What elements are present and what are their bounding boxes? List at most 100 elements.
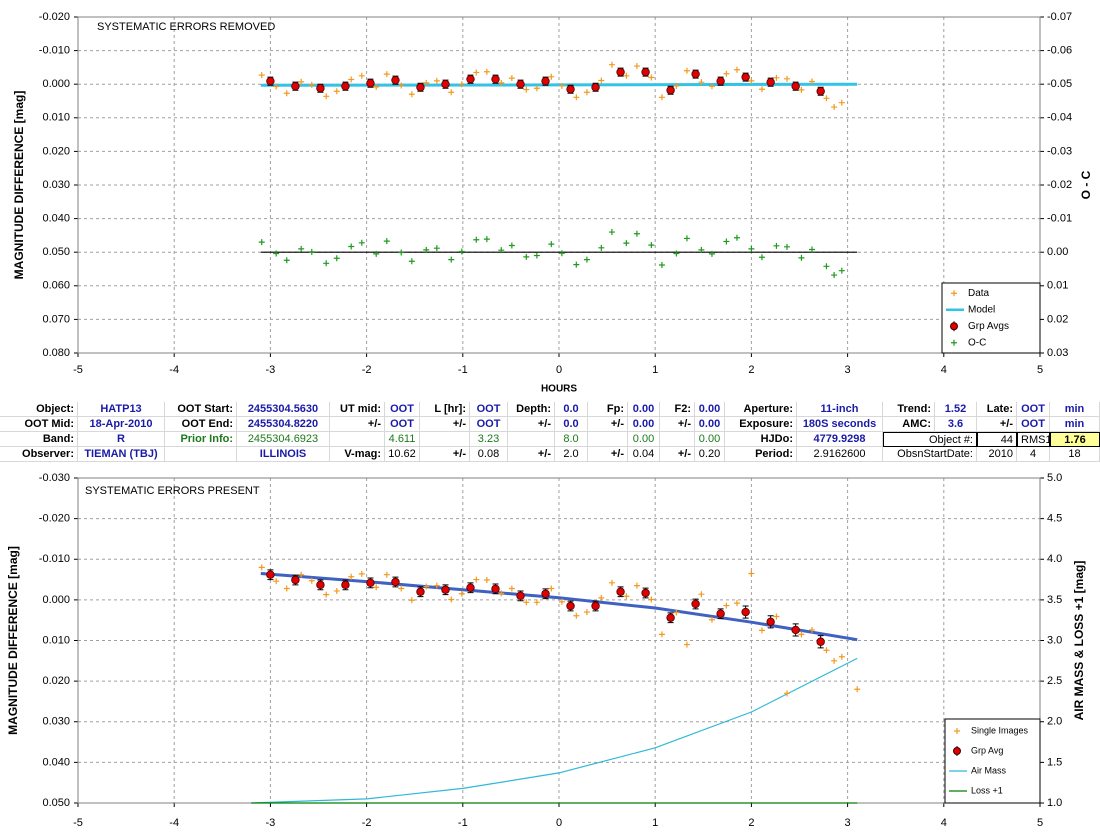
x-tick-label: 3 (845, 364, 851, 376)
y-tick-label: 0.070 (42, 313, 70, 325)
table-cell: OOT (1017, 417, 1050, 432)
data-point (608, 579, 615, 586)
group-average (716, 609, 725, 618)
group-average (366, 78, 375, 88)
data-point (748, 570, 755, 577)
legend-symbol (953, 747, 961, 755)
table-cell: +/- (977, 417, 1017, 432)
data-point (433, 245, 440, 252)
data-point (773, 242, 780, 249)
group-average (741, 607, 750, 617)
data-point (523, 599, 530, 606)
data-point (633, 582, 640, 589)
data-point (323, 591, 330, 598)
data-point (358, 72, 365, 79)
table-cell: OOT Mid: (0, 417, 78, 432)
table-cell: min (1050, 402, 1100, 417)
data-point (283, 585, 290, 592)
data-point (473, 236, 480, 243)
data-point (498, 247, 505, 254)
group-average (391, 75, 400, 85)
table-cell: 2010 (977, 447, 1017, 462)
data-point (558, 82, 565, 89)
group-average (291, 82, 300, 91)
table-cell: 0.00 (628, 402, 660, 417)
data-point (423, 246, 430, 253)
data-point (548, 241, 555, 248)
data-point (423, 79, 430, 86)
y-tick-label: 0.050 (42, 246, 70, 258)
y-tick-label: 0.000 (42, 594, 70, 606)
data-point (258, 564, 265, 571)
group-average (591, 601, 600, 611)
data-point (433, 77, 440, 84)
data-point (633, 230, 640, 237)
data-point (333, 587, 340, 594)
x-tick-label: 1 (652, 364, 658, 376)
data-point (273, 578, 280, 585)
table-cell: 0.20 (695, 447, 725, 462)
data-point (708, 83, 715, 90)
table-cell: Fp: (588, 402, 628, 417)
data-point (809, 78, 816, 85)
data-point (273, 250, 280, 257)
data-point (383, 571, 390, 578)
table-cell: OOT (1017, 402, 1050, 417)
data-point (831, 104, 838, 111)
group-average (591, 83, 600, 92)
data-point (398, 82, 405, 89)
x-tick-label: -3 (266, 817, 276, 829)
table-cell: +/- (420, 447, 470, 462)
data-point (523, 86, 530, 93)
data-point (658, 261, 665, 268)
table-cell: Late: (977, 402, 1017, 417)
legend-symbol (951, 339, 957, 346)
group-average (416, 587, 425, 596)
data-point (423, 583, 430, 590)
table-cell: Aperture: (725, 402, 797, 417)
data-point (698, 79, 705, 86)
y2-tick-label: 3.0 (1047, 634, 1062, 646)
group-average (616, 587, 625, 596)
data-point (433, 582, 440, 589)
table-cell: OOT Start: (165, 402, 237, 417)
data-point (483, 68, 490, 75)
data-point (408, 91, 415, 98)
table-cell: Trend: (883, 402, 935, 417)
x-tick-label: -4 (169, 817, 179, 829)
table-cell: 3.23 (470, 432, 508, 447)
group-average (816, 87, 825, 96)
data-point (633, 63, 640, 70)
legend-label: Model (968, 304, 995, 315)
group-average (691, 599, 700, 609)
y2-tick-label: -0.05 (1047, 78, 1072, 90)
data-point (831, 657, 838, 664)
group-average (766, 617, 775, 627)
table-cell: +/- (588, 447, 628, 462)
data-point (258, 72, 265, 79)
data-point (348, 76, 355, 83)
y-tick-label: 0.030 (42, 179, 70, 191)
data-point (683, 641, 690, 648)
table-cell: 10.62 (385, 447, 420, 462)
y-tick-label: 0.060 (42, 280, 70, 292)
group-average (391, 577, 400, 587)
info-table: Object: HATP13 OOT Start: 2455304.5630 UT mi… (0, 402, 1100, 464)
group-average (691, 69, 700, 79)
group-average (466, 583, 475, 592)
group-average (291, 575, 300, 585)
y-tick-label: -0.030 (39, 472, 70, 484)
data-point (558, 250, 565, 257)
data-point (598, 77, 605, 84)
data-point (373, 584, 380, 591)
data-point (758, 627, 765, 634)
data-point (773, 74, 780, 81)
data-point (558, 598, 565, 605)
data-point (648, 596, 655, 603)
data-point (798, 631, 805, 638)
data-point (523, 253, 530, 260)
y-tick-label: 0.080 (42, 347, 70, 359)
data-point (673, 82, 680, 89)
table-cell: +/- (588, 417, 628, 432)
y2-tick-label: 0.02 (1047, 313, 1068, 325)
